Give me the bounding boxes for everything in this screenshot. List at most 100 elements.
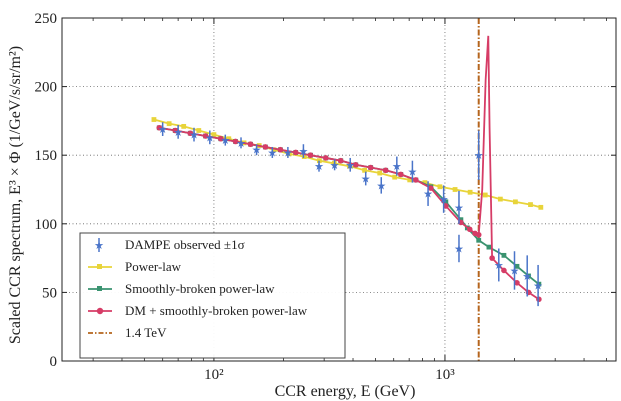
series-point-2 — [397, 171, 404, 178]
series-point-2 — [501, 267, 507, 274]
series-point-0 — [211, 132, 217, 138]
series-point-2 — [382, 167, 389, 174]
series-point-2 — [232, 138, 239, 145]
series-point-2 — [413, 177, 419, 183]
observed-point: ★ — [298, 145, 308, 158]
plot-frame — [61, 17, 617, 362]
series-point-0 — [538, 204, 544, 210]
y-axis-label: Scaled CCR spectrum, E³ × Φ (1/GeV/s/sr/… — [7, 46, 24, 344]
series-point-1 — [536, 281, 542, 287]
observed-point: ★ — [189, 129, 199, 142]
series-point-0 — [528, 202, 533, 207]
y-tick-label: 100 — [35, 217, 58, 233]
observed-point: ★ — [454, 201, 464, 214]
series-point-1 — [476, 237, 482, 243]
observed-point: ★ — [494, 259, 504, 272]
series-point-0 — [301, 154, 307, 159]
legend-box — [79, 232, 346, 359]
series-point-1 — [486, 244, 492, 250]
series-point-0 — [271, 147, 277, 153]
series-point-0 — [422, 180, 428, 186]
legend-label-dm-broken-power-law: DM + smoothly-broken power-law — [125, 303, 308, 318]
series-point-0 — [407, 177, 413, 183]
observed-point: ★ — [361, 173, 371, 186]
series-point-2 — [475, 231, 482, 238]
series-point-1 — [526, 273, 531, 279]
series-point-2 — [352, 162, 359, 168]
series-point-0 — [482, 192, 488, 198]
series-point-0 — [151, 117, 157, 122]
series-point-2 — [292, 149, 299, 156]
plot-series: ★ ★ ★ ★ ★ ★★ ★ ★ ★★ ★ ★★★★ ★★ ★★★★★ ★ ★★ — [151, 18, 544, 361]
x-tick-label: 10² — [204, 367, 224, 383]
series-point-0 — [392, 174, 398, 180]
series-point-2 — [428, 185, 434, 191]
axes: 0 50 100 150 200 250 10² 10³ — [35, 11, 617, 383]
series-point-2 — [514, 279, 520, 286]
y-tick-label: 50 — [42, 285, 57, 301]
series-point-0 — [467, 189, 473, 195]
legend-item-power-law: Power-law — [88, 259, 182, 274]
series-point-0 — [226, 136, 232, 142]
observed-point: ★ — [376, 179, 386, 192]
observed-point: ★ — [522, 270, 532, 283]
series-point-2 — [277, 146, 284, 153]
observed-point: ★ — [454, 242, 464, 255]
observed-point: ★ — [283, 146, 293, 159]
observed-point: ★ — [267, 146, 277, 159]
series-point-2 — [443, 203, 449, 209]
series-point-2 — [466, 226, 473, 233]
series-point-0 — [377, 170, 383, 176]
y-tick-label: 150 — [35, 148, 58, 164]
series-point-2 — [217, 135, 224, 142]
series-point-0 — [497, 196, 503, 202]
observed-point: ★ — [220, 134, 230, 147]
observed-point: ★ — [407, 166, 417, 179]
legend-item-broken-power-law: Smoothly-broken power-law — [88, 281, 275, 296]
series-point-0 — [181, 123, 187, 129]
legend: ★ DAMPE observed ±1σ Power-law Smoothly-… — [79, 232, 346, 359]
observed-point: ★ — [158, 123, 168, 136]
observed-point: ★ — [205, 131, 215, 144]
series-point-0 — [286, 151, 292, 157]
series-point-2 — [489, 255, 495, 261]
observed-point: ★ — [510, 264, 520, 277]
series-point-1 — [443, 199, 449, 205]
series-point-2 — [337, 157, 344, 164]
observed-point: ★ — [439, 193, 449, 206]
legend-label-power-law: Power-law — [125, 259, 182, 274]
y-tick-label: 0 — [50, 354, 58, 370]
observed-point: ★ — [474, 149, 484, 162]
series-point-1 — [501, 252, 507, 258]
observed-point: ★ — [533, 280, 543, 293]
observed-point: ★ — [345, 159, 355, 172]
observed-point: ★ — [392, 160, 402, 173]
series-point-0 — [347, 163, 352, 169]
legend-marker-observed: ★ — [94, 239, 104, 252]
observed-point: ★ — [173, 126, 183, 139]
legend-label-broken-power-law: Smoothly-broken power-law — [125, 281, 275, 296]
observed-point: ★ — [236, 137, 246, 150]
y-tick-label: 250 — [35, 11, 58, 27]
series-point-2 — [367, 164, 374, 171]
series-point-0 — [196, 128, 202, 133]
y-tick-label: 200 — [35, 80, 58, 96]
series-point-0 — [316, 158, 322, 164]
x-tick-label: 10³ — [435, 367, 455, 383]
series-point-2 — [172, 127, 179, 134]
observed-point: ★ — [252, 144, 262, 157]
series-point-1 — [514, 263, 520, 269]
series-point-0 — [512, 199, 518, 205]
series-point-2 — [307, 152, 314, 158]
series-point-0 — [452, 187, 458, 192]
observed-point: ★ — [314, 160, 324, 173]
legend-label-vline: 1.4 TeV — [125, 325, 167, 340]
x-axis-label: CCR energy, E (GeV) — [275, 383, 416, 400]
series-point-2 — [187, 130, 194, 137]
series-point-2 — [202, 133, 209, 139]
series-point-0 — [166, 121, 172, 127]
observed-point: ★ — [423, 188, 433, 201]
legend-label-observed: DAMPE observed ±1σ — [125, 237, 245, 252]
observed-point: ★ — [330, 159, 340, 172]
